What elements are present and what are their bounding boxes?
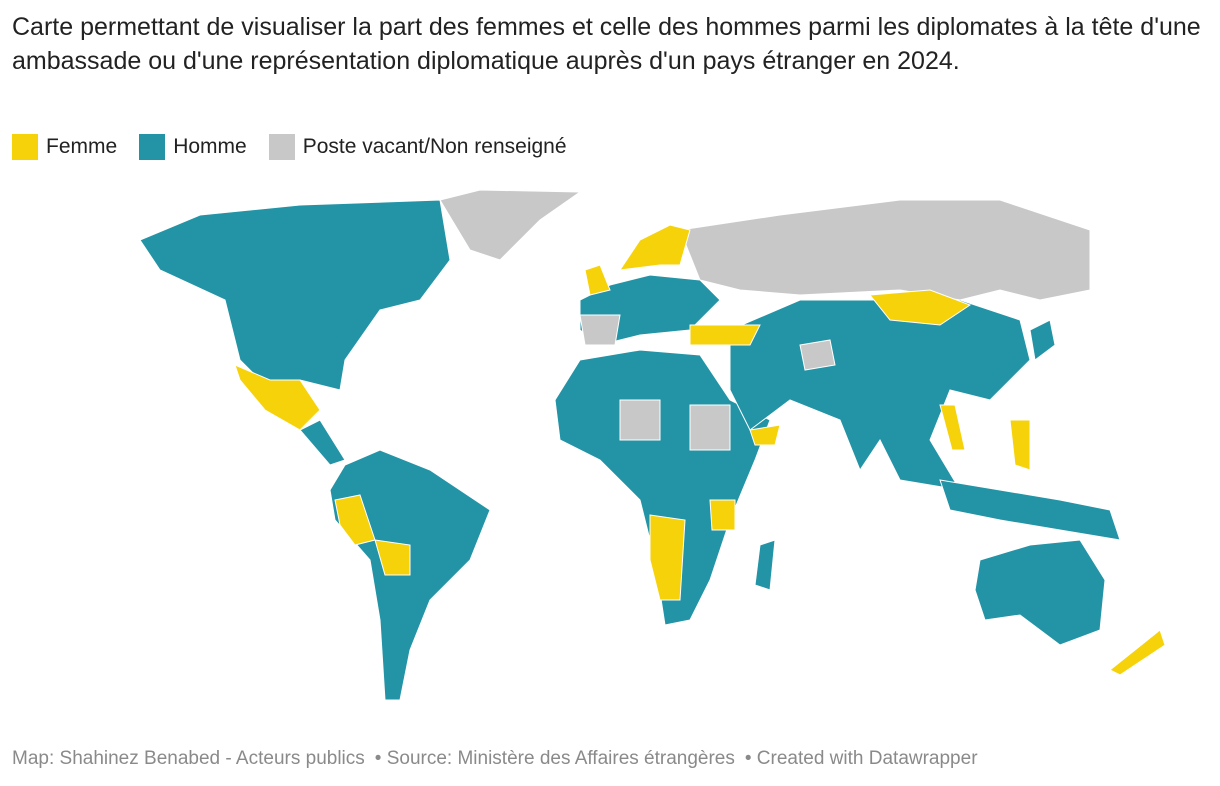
source: • Source: Ministère des Affaires étrangè… [374,748,735,769]
indonesia [939,479,1121,541]
new-zealand [1109,629,1166,676]
russia [679,199,1091,301]
mongolia [869,289,972,326]
yemen [749,424,781,446]
legend-label: Poste vacant/Non renseigné [302,135,567,158]
madagascar [754,539,776,591]
sudan [689,404,731,451]
north-america [139,199,451,391]
legend-swatch [139,134,166,160]
legend-item: Poste vacant/Non renseigné [268,134,567,160]
asia [729,299,1031,491]
world-map [139,189,1166,701]
spain [579,314,621,346]
afghanistan [799,339,836,371]
turkey [689,324,761,346]
credit: • Created with Datawrapper [744,748,978,769]
greenland [439,189,582,261]
bolivia [374,539,411,576]
vietnam [939,404,966,451]
title: Carte permettant de visualiser la part d… [12,13,1201,75]
angola-namibia [649,514,686,601]
uk [584,264,611,296]
legend-label: Femme [46,135,118,158]
footer: Map: Shahinez Benabed - Acteurs publics … [12,748,978,770]
tanzania [709,499,736,531]
legend-item: Femme [12,134,117,160]
legend: Femme Homme Poste vacant/Non renseigné [12,134,567,160]
legend-swatch [268,134,295,160]
legend-swatch [12,134,38,160]
philippines [1009,419,1031,471]
legend-item: Homme [139,134,247,160]
central-america [299,419,346,466]
peru [334,494,376,546]
legend-label: Homme [173,135,247,158]
australia [974,539,1106,646]
japan [1029,319,1056,361]
byline: Map: Shahinez Benabed - Acteurs publics [12,748,365,769]
scandinavia [618,224,691,271]
chad [619,399,661,441]
mexico [234,364,321,431]
